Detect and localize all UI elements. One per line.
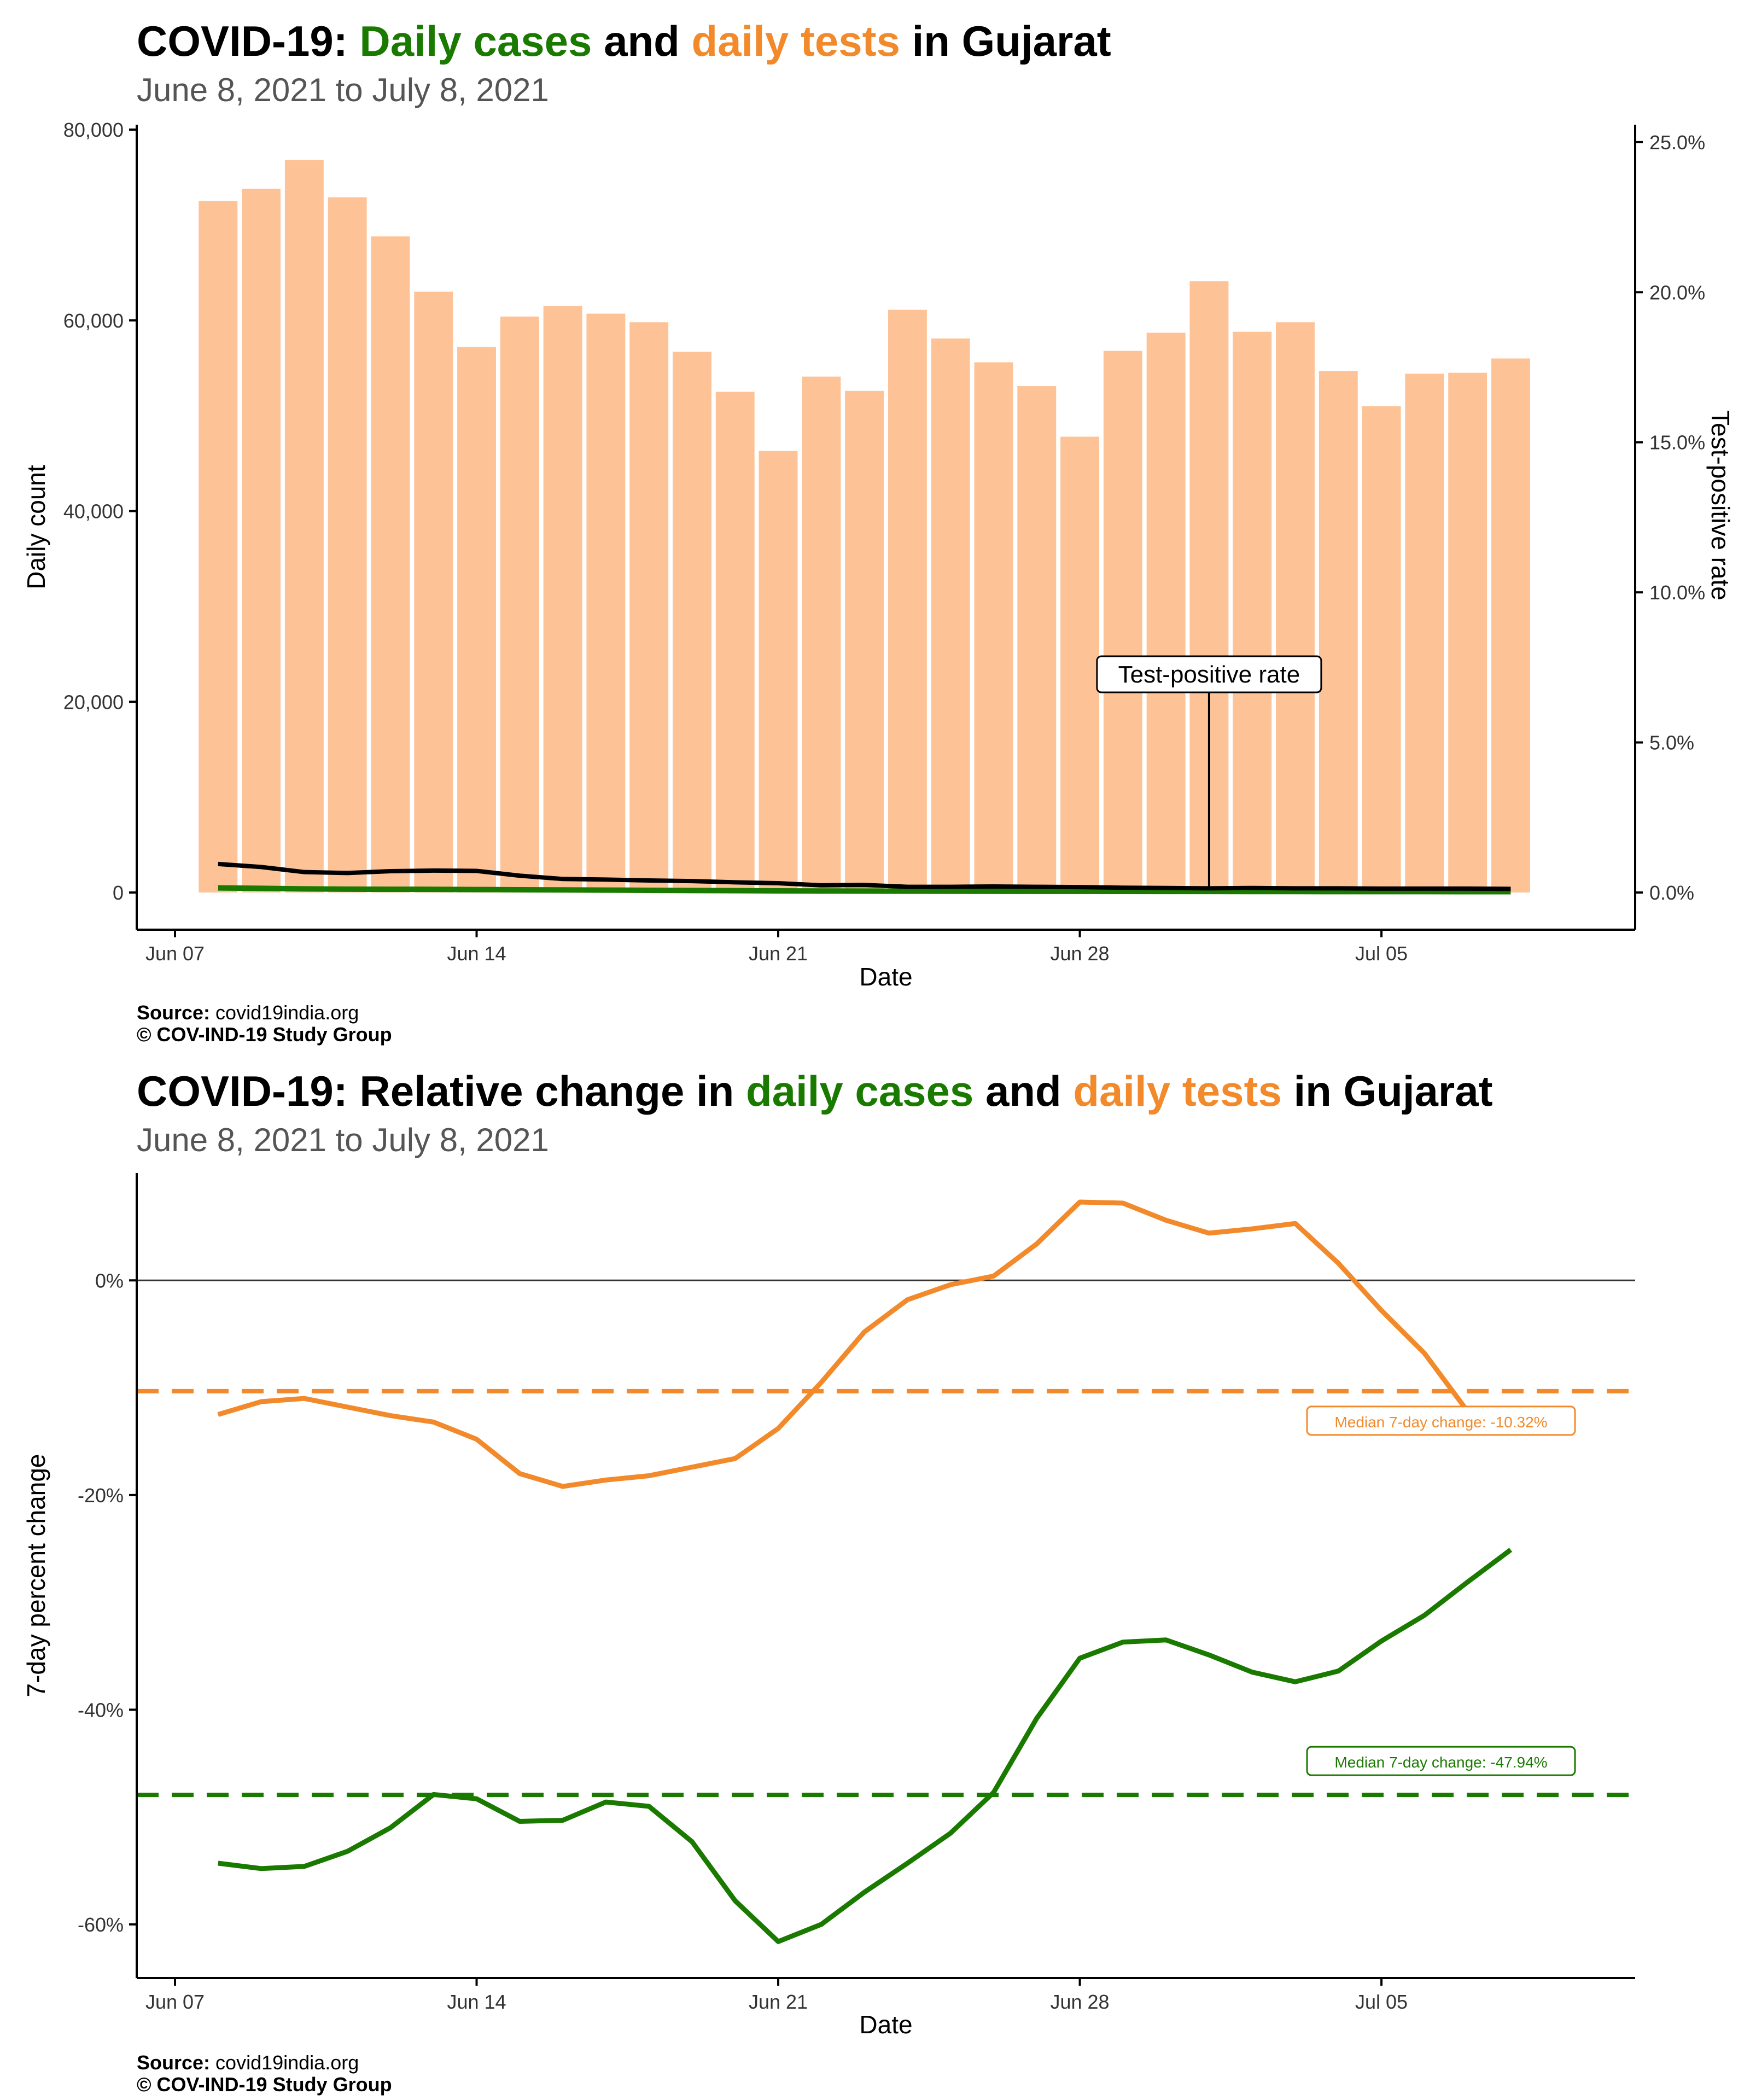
x-tick-label: Jun 21 xyxy=(749,1991,808,2013)
chart-subtitle: June 8, 2021 to July 8, 2021 xyxy=(137,1122,549,1158)
tests-bar xyxy=(802,376,841,892)
tests-bar xyxy=(1405,374,1444,892)
relative-change-panel: COVID-19: Relative change in daily cases… xyxy=(0,1050,1750,2100)
y2-axis-title: Test-positive rate xyxy=(1706,410,1735,600)
tests-bar xyxy=(1017,386,1057,892)
x-tick-label: Jul 05 xyxy=(1355,1991,1408,2013)
tests-bar xyxy=(715,392,755,892)
x-tick-label: Jun 07 xyxy=(145,1991,205,2013)
y-tick-label: 40,000 xyxy=(63,500,124,523)
tests-bar xyxy=(931,338,970,892)
y-tick-label: 60,000 xyxy=(63,310,124,332)
y-tick-label: 20,000 xyxy=(63,691,124,713)
y2-tick-label: 0.0% xyxy=(1649,882,1694,904)
x-tick-label: Jun 28 xyxy=(1050,942,1109,965)
tests-bar xyxy=(414,291,453,892)
y-tick-label: -20% xyxy=(78,1484,124,1507)
tests-bar xyxy=(457,347,496,892)
tests-bar xyxy=(1491,358,1530,892)
x-tick-label: Jun 14 xyxy=(447,942,506,965)
chart-title: COVID-19: Relative change in daily cases… xyxy=(137,1067,1493,1115)
tests-bar xyxy=(1103,351,1142,892)
y2-tick-label: 25.0% xyxy=(1649,131,1705,154)
tests-bar xyxy=(242,189,281,892)
y-tick-label: -60% xyxy=(78,1914,124,1936)
y-tick-label: 0% xyxy=(95,1269,124,1292)
y2-tick-label: 15.0% xyxy=(1649,431,1705,454)
source-note: Source: covid19india.org © COV-IND-19 Stu… xyxy=(137,1001,392,1046)
relative-change-chart: Median 7-day change: -10.32% Median 7-day… xyxy=(22,1173,1635,2039)
tests-bar xyxy=(974,362,1013,892)
tests-bar xyxy=(888,310,927,892)
median-tests-label-box xyxy=(1306,1405,1576,1436)
tests-bar xyxy=(629,322,669,892)
tests-bar xyxy=(1276,322,1315,892)
cases-change-line xyxy=(218,1548,1513,1944)
y2-tick-label: 10.0% xyxy=(1649,581,1705,604)
tests-bar xyxy=(845,390,884,892)
x-tick-label: Jul 05 xyxy=(1355,942,1408,965)
y-axis-title: Daily count xyxy=(22,465,50,590)
annotation-label: Test-positive rate xyxy=(1118,661,1300,688)
x-tick-label: Jun 14 xyxy=(447,1991,506,2013)
median-cases-label: Median 7-day change: -47.94% xyxy=(1334,1754,1547,1771)
y-tick-label: 0 xyxy=(113,882,124,904)
tests-bar xyxy=(1448,372,1488,892)
x-tick-label: Jun 07 xyxy=(145,942,205,965)
tests-change-line xyxy=(217,1199,1511,1489)
tests-bar xyxy=(586,313,626,893)
x-axis-title: Date xyxy=(859,962,912,991)
median-tests-label: Median 7-day change: -10.32% xyxy=(1334,1414,1547,1431)
tests-bar xyxy=(673,352,711,892)
daily-cases-line xyxy=(218,885,1511,895)
tests-bar xyxy=(284,160,324,892)
x-axis-title: Date xyxy=(859,2010,912,2039)
x-tick-label: Jun 21 xyxy=(749,942,808,965)
tests-bar xyxy=(500,316,539,892)
tests-bar xyxy=(1233,331,1272,892)
y-axis-title: 7-day percent change xyxy=(22,1454,50,1698)
tests-bar xyxy=(371,236,410,892)
y-tick-label: -40% xyxy=(78,1699,124,1721)
tests-bar xyxy=(1060,436,1099,892)
chart-title: COVID-19: Daily cases and daily tests in… xyxy=(137,17,1111,65)
daily-cases-tests-chart: Test-positive rate 0 20,000 40,000 60,000 80,… xyxy=(22,119,1735,991)
x-tick-label: Jun 28 xyxy=(1050,1991,1109,2013)
tests-bar xyxy=(1146,332,1186,892)
chart-subtitle: June 8, 2021 to July 8, 2021 xyxy=(137,72,549,108)
tests-bar xyxy=(328,197,367,892)
median-cases-label-box xyxy=(1306,1746,1576,1776)
tests-bar xyxy=(1319,371,1358,892)
y2-tick-label: 5.0% xyxy=(1649,732,1694,754)
tests-bar xyxy=(199,201,238,892)
tests-bar xyxy=(543,306,582,892)
tests-bar xyxy=(759,451,798,892)
y-tick-label: 80,000 xyxy=(63,119,124,141)
y2-tick-label: 20.0% xyxy=(1649,281,1705,304)
tests-bar xyxy=(1362,406,1401,892)
daily-cases-tests-panel: COVID-19: Daily cases and daily tests in… xyxy=(22,17,1735,1046)
source-note: Source: covid19india.org © COV-IND-19 Stu… xyxy=(137,2051,392,2096)
test-positive-rate-line xyxy=(218,861,1511,891)
annotation-box xyxy=(1096,655,1322,693)
